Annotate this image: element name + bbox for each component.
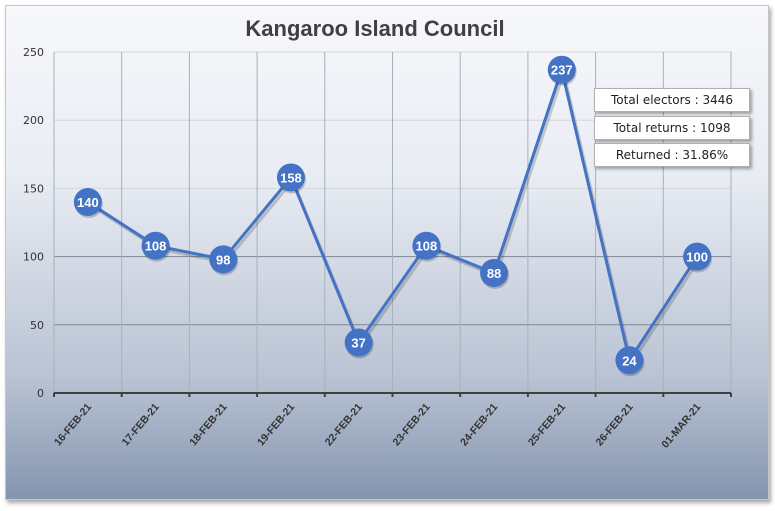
x-tick-label: 19-FEB-21 [255, 401, 297, 448]
data-point[interactable]: 140 [73, 188, 103, 219]
data-label: 37 [351, 336, 365, 351]
y-tick-label: 50 [30, 319, 44, 332]
x-tick-label: 23-FEB-21 [390, 401, 432, 448]
x-tick-label: 01-MAR-21 [659, 401, 703, 450]
chart-title: Kangaroo Island Council [245, 16, 505, 41]
total-returns-label: Total returns : 1098 [594, 116, 750, 140]
data-label: 237 [551, 63, 573, 78]
data-point[interactable]: 158 [276, 163, 306, 194]
y-tick-label: 250 [23, 46, 44, 59]
data-label: 100 [686, 250, 708, 265]
data-point[interactable]: 37 [344, 328, 374, 359]
y-tick-label: 0 [37, 387, 44, 400]
data-point[interactable]: 88 [480, 258, 510, 289]
data-label: 98 [216, 252, 230, 267]
data-label: 24 [622, 353, 637, 368]
x-tick-label: 16-FEB-21 [52, 401, 94, 448]
total-electors-label: Total electors : 3446 [594, 88, 750, 112]
x-tick-label: 18-FEB-21 [187, 401, 229, 448]
x-tick-label: 17-FEB-21 [120, 401, 162, 448]
x-tick-label: 26-FEB-21 [594, 401, 636, 448]
data-label: 108 [145, 239, 167, 254]
chart-frame [5, 5, 769, 500]
data-label: 108 [415, 239, 437, 254]
data-point[interactable]: 237 [547, 55, 577, 86]
y-tick-label: 100 [23, 251, 44, 264]
x-tick-label: 25-FEB-21 [526, 401, 568, 448]
data-label: 88 [487, 266, 501, 281]
data-line [87, 64, 699, 365]
returned-percent-label: Returned : 31.86% [594, 143, 750, 167]
data-label: 158 [280, 170, 302, 185]
data-point[interactable]: 108 [412, 231, 442, 262]
x-tick-label: 24-FEB-21 [458, 401, 500, 448]
data-point[interactable]: 98 [209, 245, 239, 276]
data-point[interactable]: 24 [615, 346, 645, 377]
data-point[interactable]: 108 [141, 231, 171, 262]
data-point[interactable]: 100 [683, 242, 713, 273]
data-label: 140 [77, 195, 99, 210]
y-tick-label: 200 [23, 114, 44, 127]
y-tick-label: 150 [23, 182, 44, 195]
x-tick-label: 22-FEB-21 [323, 401, 365, 448]
